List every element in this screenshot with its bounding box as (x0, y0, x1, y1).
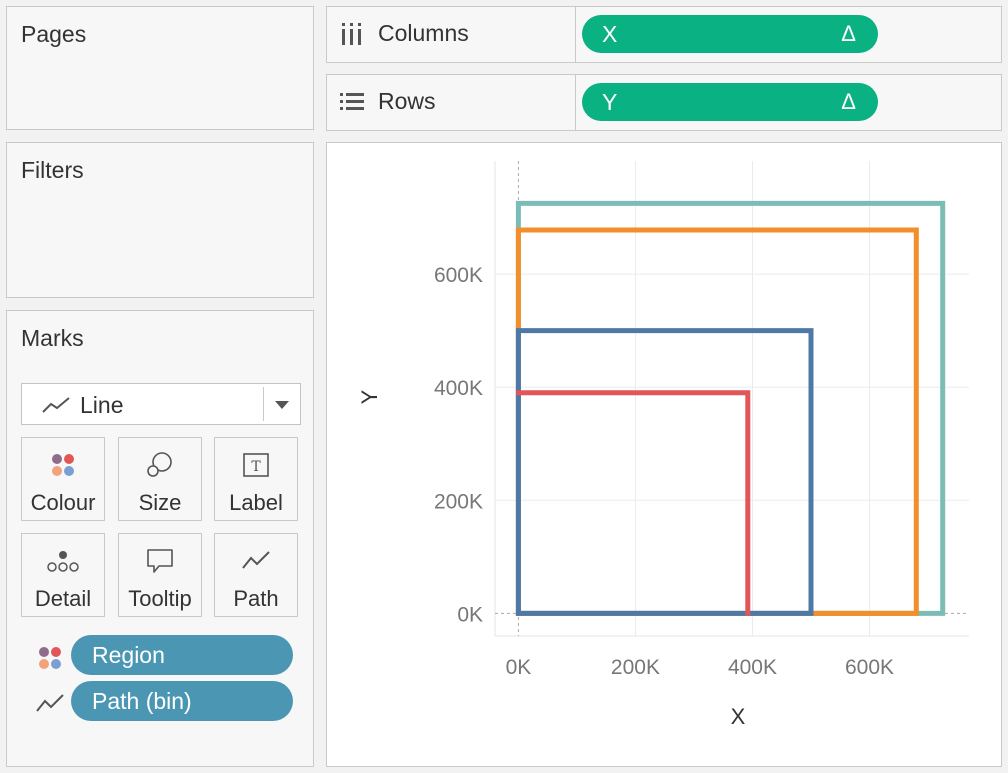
colour-dots-icon (39, 647, 61, 669)
rows-shelf[interactable]: Rows Y Δ (326, 74, 1002, 131)
y-field-pill[interactable]: Y Δ (582, 83, 878, 121)
region-field-pill[interactable]: Region (71, 635, 293, 675)
columns-shelf[interactable]: Columns X Δ (326, 6, 1002, 63)
delta-icon: Δ (841, 21, 856, 46)
x-axis-title: X (731, 704, 746, 729)
x-tick-label: 400K (728, 656, 777, 679)
detail-dots-icon (47, 551, 79, 572)
series-line-0 (515, 200, 946, 616)
detail-button[interactable]: Detail (21, 533, 105, 617)
y-axis-title: Y (357, 389, 382, 404)
tooltip-label: Tooltip (128, 586, 192, 611)
path-label: Path (233, 586, 279, 611)
delta-icon: Δ (841, 89, 856, 114)
colour-button[interactable]: Colour (21, 437, 105, 521)
rows-shelf-label-area: Rows (327, 75, 576, 130)
size-button[interactable]: Size (118, 437, 202, 521)
viz-card[interactable]: 0K 200K 400K 600K 0K 200K 400K 600K X Y (326, 142, 1002, 767)
marks-title: Marks (21, 325, 84, 351)
line-mark-icon (42, 397, 70, 413)
path-line-icon (242, 551, 270, 569)
pages-card[interactable]: Pages (6, 6, 314, 130)
path-button[interactable]: Path (214, 533, 298, 617)
label-label: Label (229, 490, 283, 515)
chevron-down-icon[interactable] (275, 401, 289, 409)
text-label-icon: T (243, 453, 269, 477)
path-bin-field-label: Path (bin) (92, 688, 192, 714)
y-tick-label: 600K (434, 264, 483, 287)
x-tick-label: 0K (506, 656, 532, 679)
y-pill-label: Y (602, 89, 618, 115)
columns-label: Columns (378, 20, 469, 46)
rows-icon (340, 93, 364, 110)
colour-label: Colour (30, 490, 96, 515)
speech-bubble-icon (147, 549, 173, 573)
size-circles-icon (147, 452, 172, 477)
y-tick-label: 200K (434, 490, 483, 513)
series-line-3 (515, 390, 751, 616)
series-line-2 (515, 328, 814, 616)
pages-title: Pages (21, 21, 87, 47)
y-tick-label: 400K (434, 377, 483, 400)
region-field-label: Region (92, 642, 165, 668)
x-field-pill[interactable]: X Δ (582, 15, 878, 53)
mark-type-dropdown[interactable]: Line (21, 383, 301, 425)
y-tick-label: 0K (457, 603, 483, 626)
size-label: Size (138, 490, 182, 515)
marks-card: Marks Line Colour Size (6, 310, 314, 767)
columns-icon (342, 23, 361, 45)
mark-type-label: Line (80, 392, 124, 418)
series-line-1 (515, 227, 919, 616)
x-pill-label: X (602, 21, 618, 47)
svg-text:T: T (251, 459, 261, 475)
dropdown-separator (263, 387, 264, 421)
x-tick-label: 200K (611, 656, 660, 679)
path-bin-field-pill[interactable]: Path (bin) (71, 681, 293, 721)
colour-dots-icon (52, 454, 74, 476)
columns-shelf-label-area: Columns (327, 7, 576, 62)
label-button[interactable]: T Label (214, 437, 298, 521)
line-chart[interactable]: 0K 200K 400K 600K 0K 200K 400K 600K X Y (327, 143, 1001, 766)
path-line-icon (36, 694, 64, 712)
filters-card[interactable]: Filters (6, 142, 314, 298)
filters-title: Filters (21, 157, 84, 183)
tooltip-button[interactable]: Tooltip (118, 533, 202, 617)
rows-label: Rows (378, 88, 436, 114)
x-tick-label: 600K (845, 656, 894, 679)
detail-label: Detail (34, 586, 92, 611)
